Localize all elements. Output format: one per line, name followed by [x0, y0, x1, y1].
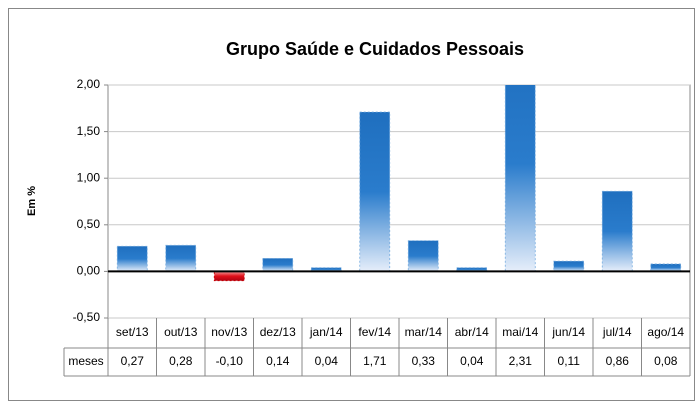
- y-tick-label: 0,50: [77, 217, 101, 231]
- x-tick-label: out/13: [164, 325, 198, 339]
- bar: [553, 260, 585, 272]
- y-tick-label: 0,00: [77, 264, 101, 278]
- grid: -0,50 0,00 0,50 1,00 1,50 2,00: [73, 77, 691, 324]
- x-tick-label: jul/14: [602, 325, 632, 339]
- value-label: 0,04: [315, 354, 339, 368]
- x-tick-label: jan/14: [309, 325, 343, 339]
- x-tick-label: abr/14: [455, 325, 489, 339]
- y-tick-label: 2,00: [77, 77, 101, 91]
- y-tick-label: 1,00: [77, 170, 101, 184]
- legend-label: meses: [68, 354, 103, 368]
- value-label: 1,71: [363, 354, 387, 368]
- overlay: meses set/13 0,27 out/13 0,28 nov/13 -0,10 dez/…: [63, 270, 691, 377]
- x-tick-label: ago/14: [647, 325, 684, 339]
- chart-border: [8, 8, 695, 401]
- value-label: 0,33: [412, 354, 436, 368]
- bar: [650, 263, 682, 272]
- bar: [213, 270, 245, 282]
- value-label: 0,11: [558, 354, 581, 368]
- x-tick-label: nov/13: [211, 325, 247, 339]
- value-label: -0,10: [216, 354, 244, 368]
- value-label: 2,31: [509, 354, 533, 368]
- bar: [262, 257, 294, 272]
- x-tick-label: mai/14: [502, 325, 538, 339]
- y-axis-label: Em %: [26, 186, 38, 216]
- value-label: 0,86: [606, 354, 630, 368]
- bar: [116, 245, 148, 272]
- x-tick-label: set/13: [116, 325, 149, 339]
- value-label: 0,27: [121, 354, 145, 368]
- bar: [407, 240, 439, 272]
- bar: [165, 244, 197, 272]
- value-label: 0,04: [460, 354, 484, 368]
- bar: [601, 190, 633, 272]
- x-tick-label: fev/14: [358, 325, 391, 339]
- y-tick-label: -0,50: [73, 310, 101, 324]
- value-label: 0,08: [654, 354, 678, 368]
- y-tick-label: 1,50: [77, 124, 101, 138]
- x-tick-label: jun/14: [551, 325, 585, 339]
- x-tick-label: mar/14: [405, 325, 443, 339]
- bar: [504, 85, 536, 272]
- bar: [359, 111, 391, 272]
- value-label: 0,14: [266, 354, 290, 368]
- value-label: 0,28: [169, 354, 193, 368]
- chart-title: Grupo Saúde e Cuidados Pessoais: [226, 39, 524, 59]
- x-tick-label: dez/13: [260, 325, 296, 339]
